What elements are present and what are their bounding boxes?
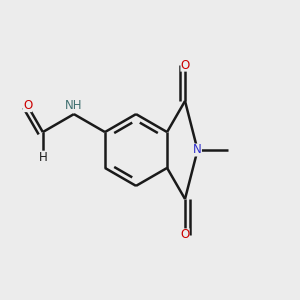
Text: O: O [23,99,32,112]
Text: O: O [180,58,190,72]
Text: NH: NH [65,99,82,112]
Text: O: O [180,228,190,242]
Text: H: H [38,151,47,164]
Text: N: N [193,143,202,157]
